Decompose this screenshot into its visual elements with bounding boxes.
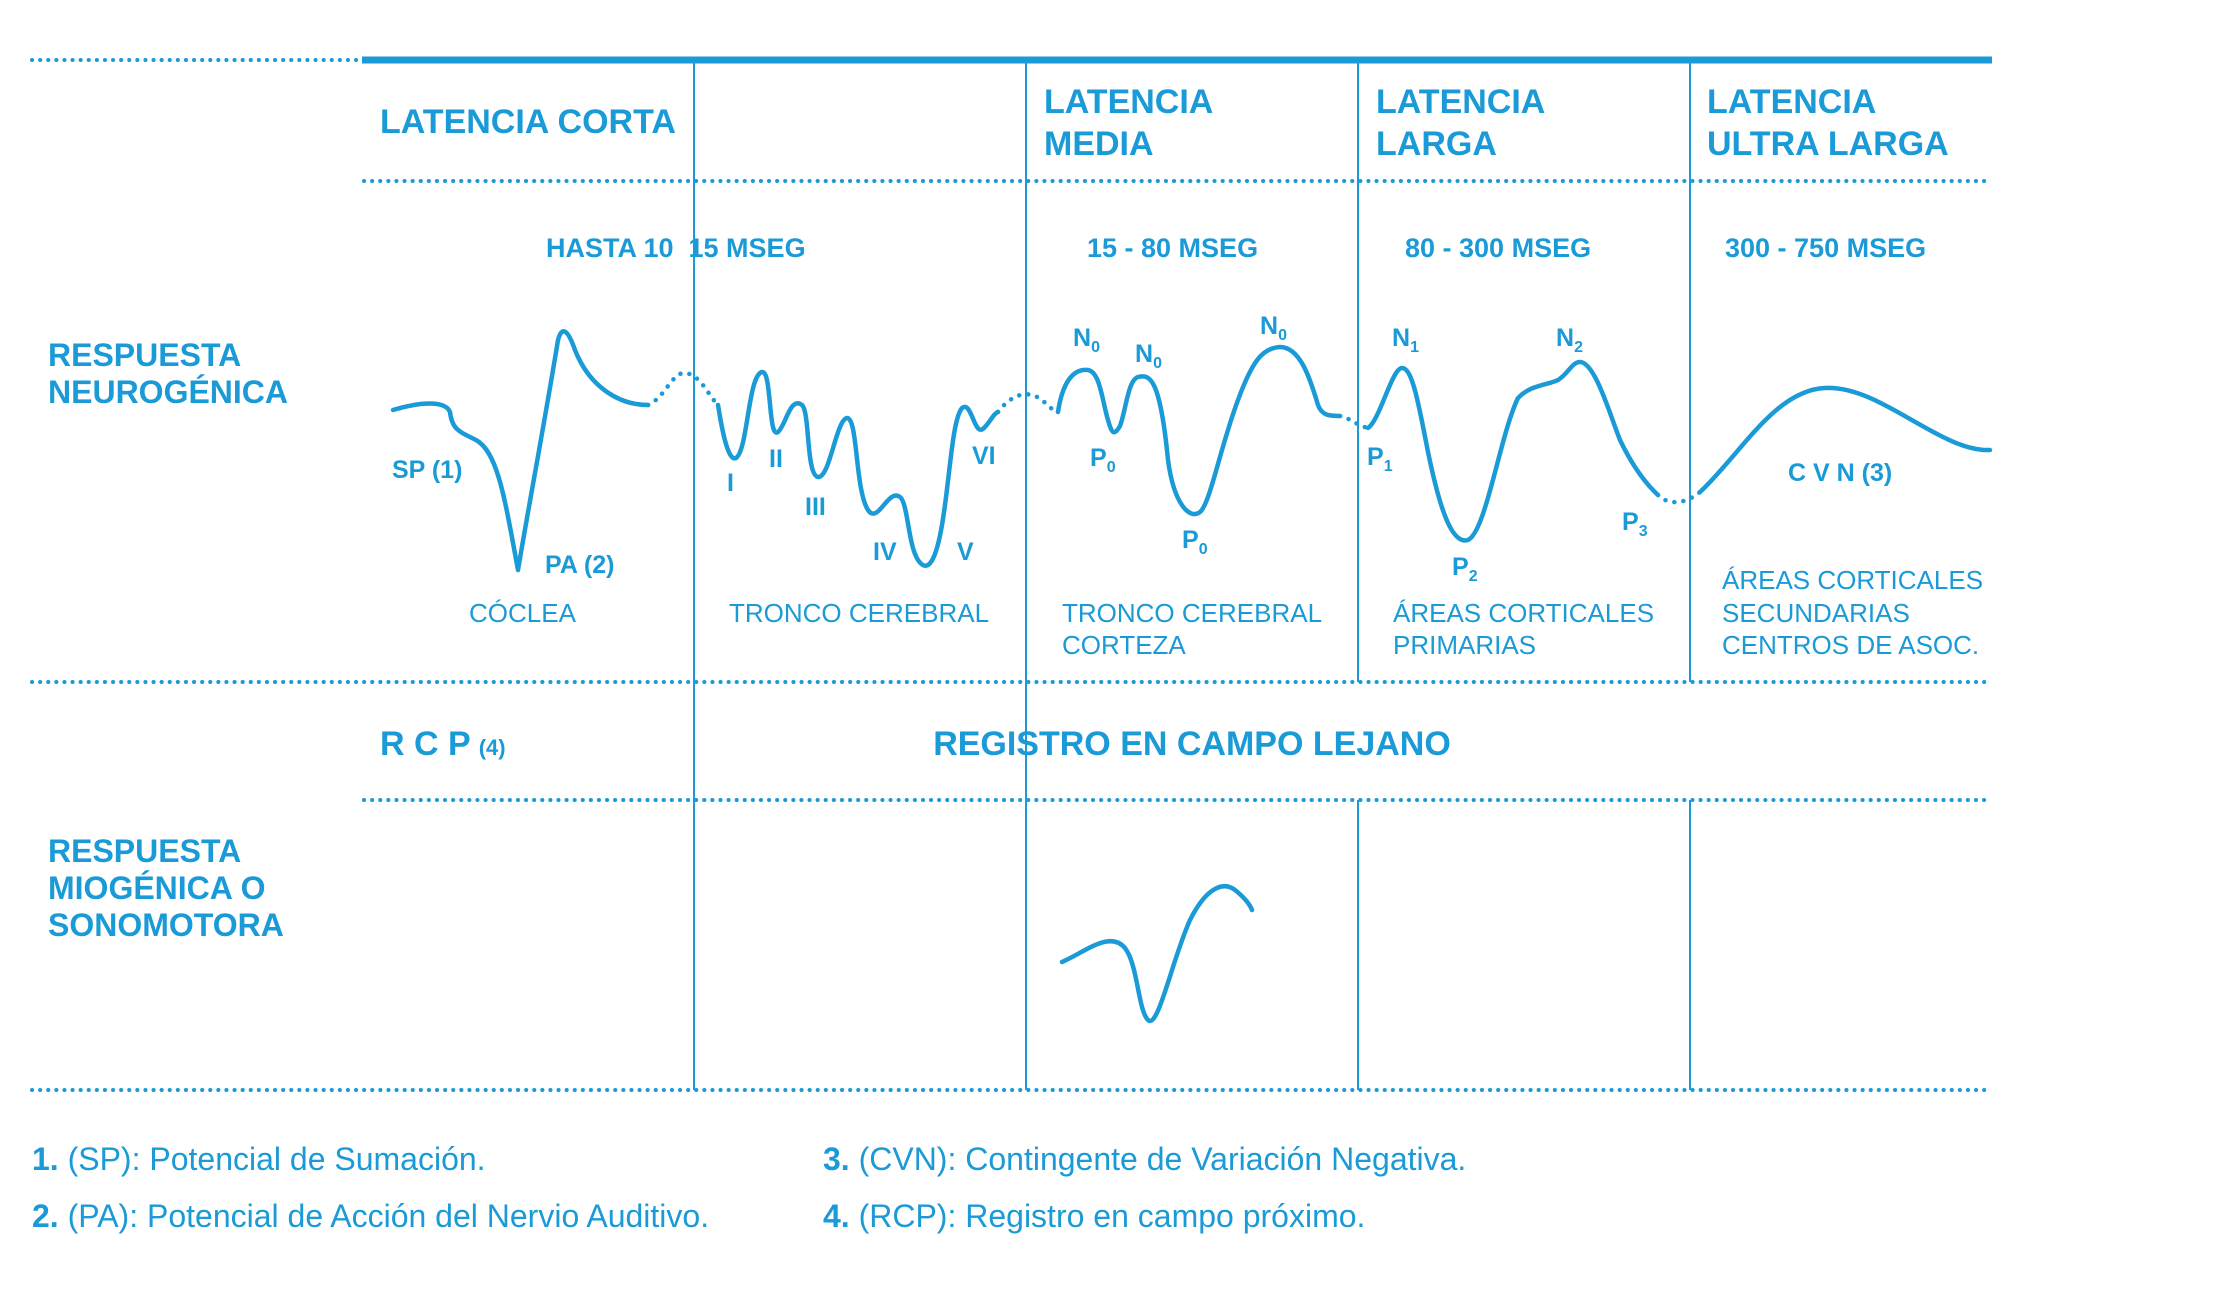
area-secundarias-line3: CENTROS DE ASOC. bbox=[1722, 630, 1979, 660]
label-wave-iv: IV bbox=[873, 538, 897, 566]
header-latencia-ultra-line1: LATENCIA bbox=[1707, 83, 1876, 121]
recording-rcp: R C P (4) bbox=[380, 725, 506, 763]
area-tronco: TRONCO CEREBRAL bbox=[729, 598, 989, 628]
header-latencia-larga-line2: LARGA bbox=[1376, 125, 1497, 163]
anatomical-areas: CÓCLEA TRONCO CEREBRAL TRONCO CEREBRAL C… bbox=[469, 565, 1983, 660]
label-cvn: C V N (3) bbox=[1788, 459, 1892, 487]
recording-row: R C P (4) REGISTRO EN CAMPO LEJANO bbox=[380, 725, 1451, 763]
media-wave bbox=[1055, 344, 1343, 517]
area-tronco-corteza-line1: TRONCO CEREBRAL bbox=[1062, 598, 1322, 628]
label-n0-c-sub: 0 bbox=[1278, 327, 1287, 344]
label-n2-sub: 2 bbox=[1574, 339, 1583, 356]
row-miogenica-line2: MIOGÉNICA O bbox=[48, 870, 265, 906]
area-tronco-corteza-line2: CORTEZA bbox=[1062, 630, 1186, 660]
label-p1-sub: 1 bbox=[1384, 458, 1393, 475]
label-n0-c: N0 bbox=[1260, 312, 1287, 344]
footnote-3: 3. (CVN): Contingente de Variación Negat… bbox=[823, 1141, 1466, 1177]
latency-ranges: HASTA 10 15 MSEG 15 - 80 MSEG 80 - 300 M… bbox=[546, 233, 1926, 263]
label-n0-a: N0 bbox=[1073, 324, 1100, 356]
label-wave-i: I bbox=[727, 469, 734, 497]
label-p3: P3 bbox=[1622, 508, 1648, 540]
tronco-wave bbox=[715, 369, 1001, 568]
coclea-wave bbox=[390, 329, 651, 573]
header-latencia-media-line1: LATENCIA bbox=[1044, 83, 1213, 121]
label-sp: SP (1) bbox=[392, 456, 462, 484]
label-n0-a-sub: 0 bbox=[1091, 339, 1100, 356]
row-miogenica-line3: SONOMOTORA bbox=[48, 907, 284, 943]
label-wave-ii: II bbox=[769, 445, 783, 473]
header-latencia-corta: LATENCIA CORTA bbox=[380, 103, 676, 141]
larga-ultra-dotted-link bbox=[1655, 489, 1703, 505]
label-p2-sub: 2 bbox=[1469, 568, 1478, 585]
myogenic-waveform bbox=[1059, 884, 1255, 1024]
range-ultra: 300 - 750 MSEG bbox=[1725, 233, 1926, 263]
label-p0-a: P0 bbox=[1090, 444, 1116, 476]
row-neurogenica-line2: NEUROGÉNICA bbox=[48, 374, 288, 410]
larga-wave bbox=[1365, 359, 1661, 543]
header-latencia-ultra-line2: ULTRA LARGA bbox=[1707, 125, 1949, 163]
media-larga-dotted-link bbox=[1337, 413, 1371, 431]
recording-rcp-note: (4) bbox=[479, 735, 506, 760]
recording-campo-lejano: REGISTRO EN CAMPO LEJANO bbox=[933, 725, 1451, 763]
tronco-media-dotted-link bbox=[995, 392, 1061, 415]
footnote-1: 1. (SP): Potencial de Sumación. bbox=[32, 1141, 486, 1177]
row-labels: RESPUESTA NEUROGÉNICA RESPUESTA MIOGÉNIC… bbox=[48, 337, 288, 943]
label-wave-v: V bbox=[957, 538, 974, 566]
header-latencia-larga-line1: LATENCIA bbox=[1376, 83, 1545, 121]
area-coclea: CÓCLEA bbox=[469, 598, 577, 628]
row-miogenica-line1: RESPUESTA bbox=[48, 833, 241, 869]
label-p0-b: P0 bbox=[1182, 526, 1208, 558]
range-media: 15 - 80 MSEG bbox=[1087, 233, 1258, 263]
ultra-wave bbox=[1697, 385, 1993, 495]
label-n0-b-sub: 0 bbox=[1153, 355, 1162, 372]
coclea-tronco-dotted-link bbox=[645, 370, 721, 408]
grid bbox=[30, 56, 1994, 1092]
header-latencia-media-line2: MEDIA bbox=[1044, 125, 1154, 163]
footnote-2: 2. (PA): Potencial de Acción del Nervio … bbox=[32, 1198, 709, 1234]
label-wave-iii: III bbox=[805, 493, 826, 521]
footnote-4: 4. (RCP): Registro en campo próximo. bbox=[823, 1198, 1365, 1234]
label-n1: N1 bbox=[1392, 324, 1419, 356]
label-n1-sub: 1 bbox=[1410, 339, 1419, 356]
label-n2: N2 bbox=[1556, 324, 1583, 356]
label-p0-b-sub: 0 bbox=[1199, 541, 1208, 558]
label-p1: P1 bbox=[1367, 443, 1393, 475]
range-corta: HASTA 10 15 MSEG bbox=[546, 233, 806, 263]
label-p3-sub: 3 bbox=[1639, 523, 1648, 540]
label-p2: P2 bbox=[1452, 553, 1478, 585]
neurogenic-waveform bbox=[390, 329, 1993, 573]
footnotes: 1. (SP): Potencial de Sumación. 2. (PA):… bbox=[32, 1141, 1466, 1234]
label-p0-a-sub: 0 bbox=[1107, 459, 1116, 476]
range-larga: 80 - 300 MSEG bbox=[1405, 233, 1591, 263]
row-neurogenica-line1: RESPUESTA bbox=[48, 337, 241, 373]
column-headers: LATENCIA CORTA LATENCIA MEDIA LATENCIA L… bbox=[380, 83, 1949, 163]
label-wave-vi: VI bbox=[972, 442, 996, 470]
area-primarias-line1: ÁREAS CORTICALES bbox=[1393, 598, 1654, 628]
label-pa: PA (2) bbox=[545, 551, 614, 579]
wave-labels: SP (1) PA (2) I II III IV V VI N0 N0 N0 … bbox=[392, 312, 1892, 585]
area-secundarias-line2: SECUNDARIAS bbox=[1722, 598, 1910, 628]
area-primarias-line2: PRIMARIAS bbox=[1393, 630, 1536, 660]
area-secundarias-line1: ÁREAS CORTICALES bbox=[1722, 565, 1983, 595]
label-n0-b: N0 bbox=[1135, 340, 1162, 372]
